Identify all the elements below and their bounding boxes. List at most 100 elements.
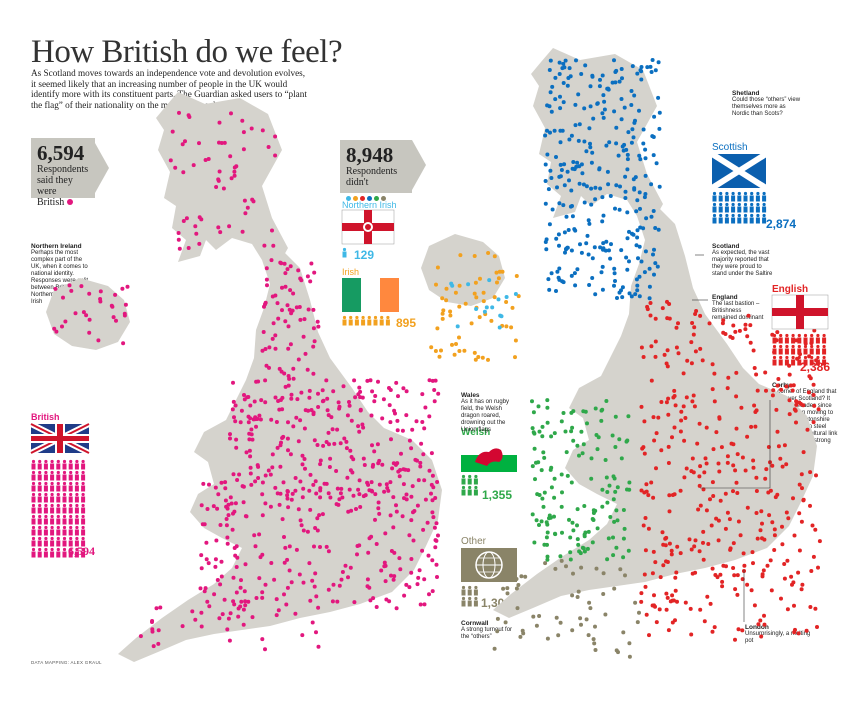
respondent-dot: [472, 291, 477, 296]
respondent-dot: [313, 526, 318, 530]
respondent-dot: [535, 492, 540, 497]
respondent-dot: [302, 426, 307, 431]
respondent-dot: [532, 446, 537, 451]
respondent-dot: [725, 510, 730, 515]
person-icon: [755, 213, 760, 224]
respondent-dot: [786, 516, 791, 521]
respondent-dot: [569, 133, 574, 138]
respondent-dot: [653, 68, 658, 73]
respondent-dot: [617, 207, 622, 212]
respondent-dot: [666, 396, 671, 401]
person-icon: [762, 191, 767, 202]
respondent-dot: [593, 648, 598, 652]
respondent-dot: [791, 383, 796, 388]
respondent-dot: [652, 247, 656, 252]
respondent-dot: [348, 565, 353, 570]
respondent-dot: [655, 264, 660, 269]
respondent-dot: [289, 580, 294, 585]
respondent-dot: [180, 142, 185, 147]
respondent-dot: [244, 450, 249, 455]
respondent-dot: [616, 650, 620, 655]
respondent-dot: [288, 264, 293, 269]
person-icon: [712, 213, 717, 224]
respondent-dot: [627, 259, 631, 264]
respondent-dot: [330, 599, 335, 604]
respondent-dot: [674, 325, 679, 330]
respondent-dot: [356, 424, 361, 429]
person-icon: [348, 315, 353, 326]
respondent-dot: [784, 510, 789, 515]
respondent-dot: [621, 508, 626, 512]
respondent-dot: [376, 379, 380, 384]
respondent-dot: [226, 513, 231, 518]
respondent-dot: [590, 517, 595, 521]
respondent-dot: [252, 399, 257, 404]
respondent-dot: [311, 410, 316, 415]
respondent-dot: [724, 564, 728, 569]
respondent-dot: [754, 489, 759, 493]
respondent-dot: [63, 319, 68, 324]
british-box-arrow: [95, 143, 109, 193]
respondent-dot: [389, 437, 393, 442]
respondent-dot: [735, 452, 740, 457]
respondent-dot: [253, 544, 258, 549]
person-icon: [803, 333, 808, 344]
respondent-dot: [482, 309, 487, 314]
respondent-dot: [652, 603, 656, 608]
respondent-dot: [558, 162, 563, 167]
respondent-dot: [720, 321, 725, 326]
respondent-dot: [218, 230, 223, 235]
respondent-dot: [154, 606, 159, 611]
respondent-dot: [664, 591, 669, 596]
person-icon: [354, 315, 359, 326]
respondent-dot: [707, 321, 712, 326]
respondent-dot: [661, 542, 666, 547]
respondent-dot: [689, 547, 694, 552]
respondent-dot: [231, 472, 236, 477]
respondent-dot: [752, 366, 757, 370]
respondent-dot: [545, 530, 550, 535]
respondent-dot: [552, 514, 556, 519]
respondent-dot: [639, 77, 644, 82]
person-icon: [379, 315, 384, 326]
respondent-dot: [618, 184, 622, 189]
respondent-dot: [224, 517, 229, 521]
respondent-dot: [606, 182, 611, 187]
respondent-dot: [776, 377, 781, 381]
respondent-dot: [328, 456, 333, 461]
respondent-dot: [703, 456, 708, 461]
respondent-dot: [282, 592, 286, 597]
respondent-dot: [793, 408, 798, 413]
respondent-dot: [389, 549, 394, 553]
respondent-dot: [587, 600, 592, 605]
respondent-dot: [549, 176, 554, 180]
person-icon: [31, 459, 36, 470]
respondent-dot: [181, 170, 186, 175]
person-icon: [56, 503, 61, 514]
respondent-dot: [704, 425, 709, 430]
respondent-dot: [563, 58, 568, 63]
respondent-dot: [635, 198, 640, 203]
respondent-dot: [417, 568, 422, 573]
respondent-dot: [617, 437, 622, 442]
respondent-dot: [673, 588, 678, 593]
respondent-dot: [248, 454, 253, 459]
respondent-dot: [228, 432, 232, 437]
respondent-dot: [657, 110, 662, 115]
respondent-dot: [604, 143, 609, 148]
respondent-dot: [569, 188, 574, 193]
globe-icon: [461, 548, 517, 582]
respondent-dot: [693, 349, 698, 354]
person-icon: [50, 459, 55, 470]
respondent-dot: [613, 489, 618, 494]
respondent-dot: [767, 513, 772, 518]
person-icon: [737, 213, 742, 224]
respondent-dot: [797, 548, 802, 553]
respondent-dot: [505, 586, 510, 591]
respondent-dot: [806, 390, 811, 395]
respondent-dot: [576, 589, 581, 594]
respondent-dot: [751, 348, 756, 353]
respondent-dot: [592, 245, 597, 250]
respondent-dot: [679, 409, 684, 414]
respondent-dot: [582, 106, 587, 111]
